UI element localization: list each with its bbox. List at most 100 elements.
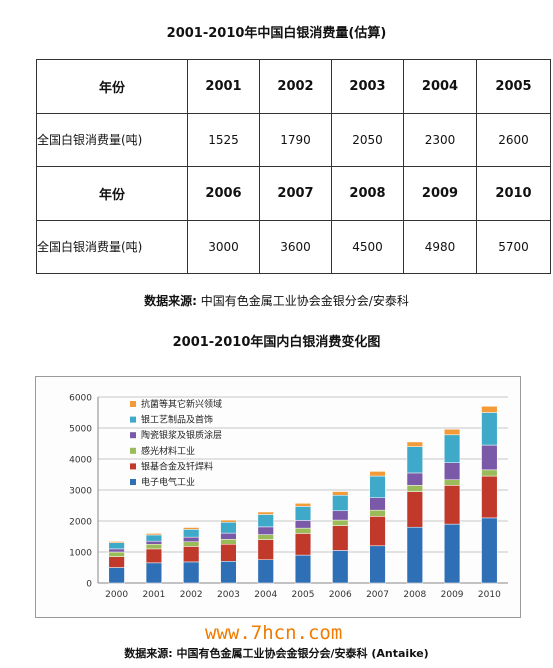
bar-segment	[183, 541, 200, 547]
value-cell: 4500	[331, 219, 404, 274]
stacked-bar-chart: 0 1000 2000 3000 4000 5000 6000 2000 2001 2002 200…	[35, 376, 521, 618]
bar-segment	[481, 517, 498, 584]
bar-segment	[220, 561, 237, 584]
watermark: www.7hcn.com	[205, 622, 343, 644]
bar-segment	[332, 491, 349, 496]
bar-segment	[294, 503, 312, 507]
year-cell: 2001	[187, 59, 260, 114]
bar-segment	[406, 526, 423, 584]
x-tick-label: 2005	[292, 590, 315, 600]
consumption-row-label: 全国白银消费量(吨)	[36, 112, 188, 167]
value-cell: 2600	[476, 112, 551, 167]
bar-segment	[332, 550, 349, 584]
bar-segment	[294, 520, 312, 529]
bar-segment	[108, 548, 125, 553]
year-cell: 2006	[187, 166, 260, 221]
year-header-label: 年份	[36, 166, 188, 221]
bar-segment	[369, 475, 386, 499]
legend-label: 电子电气工业	[141, 476, 195, 488]
bar-segment	[332, 510, 349, 521]
value-cell: 1790	[259, 112, 332, 167]
bar-segment	[406, 441, 423, 447]
source-text: 中国有色金属工业协会金银分会/安泰科	[200, 294, 409, 308]
bar-segment	[444, 462, 461, 481]
table-title: 2001-2010年中国白银消费量(估算)	[166, 26, 387, 41]
bar-segment	[145, 562, 162, 584]
legend-swatch	[130, 401, 136, 407]
bar-segment	[444, 434, 461, 463]
x-tick-label: 2001	[142, 590, 165, 600]
bar-segment	[257, 559, 274, 584]
bar-segment	[481, 444, 498, 471]
legend-label: 感光材料工业	[141, 445, 195, 457]
bar-segment	[444, 485, 461, 525]
bar-segment	[332, 525, 349, 551]
bar-segment	[332, 519, 349, 526]
legend-swatch	[130, 479, 136, 485]
legend-label: 陶瓷银浆及银质涂层	[141, 429, 222, 441]
y-tick-label: 4000	[69, 456, 92, 466]
bar-segment	[220, 544, 237, 562]
bar-segment	[481, 469, 498, 477]
x-tick-label: 2000	[105, 590, 128, 600]
legend-swatch	[130, 432, 136, 439]
year-cell: 2007	[259, 166, 332, 221]
value-cell: 1525	[187, 112, 260, 167]
legend-label: 银基合金及钎焊料	[141, 460, 213, 472]
bar-segment	[481, 412, 498, 446]
bar-segment	[145, 540, 162, 545]
bar-segment	[108, 551, 125, 557]
bar-segment	[257, 511, 274, 515]
bar-segment	[369, 509, 386, 517]
year-header-label: 年份	[36, 59, 188, 114]
source-note: 数据来源: 中国有色金属工业协会金银分会/安泰科	[0, 292, 553, 309]
bar-segment	[108, 556, 125, 568]
bar-segment	[108, 567, 125, 584]
legend-label: 银工艺制品及首饰	[141, 414, 213, 426]
bar-segment	[444, 428, 461, 436]
year-cell: 2009	[403, 166, 477, 221]
bar-segment	[183, 529, 200, 538]
chart-source-note: 数据来源: 中国有色金属工业协会金银分会/安泰科 (Antaike)	[124, 647, 429, 660]
bar-segment	[332, 495, 349, 512]
bar-segment	[294, 554, 312, 584]
bar-segment	[183, 561, 200, 584]
year-cell: 2004	[403, 59, 477, 114]
bar-segment	[108, 542, 125, 550]
bar-segment	[145, 548, 162, 564]
table-row: 全国白银消费量(吨) 3000 3600 4500 4980 5700	[36, 219, 551, 274]
bar-segment	[294, 506, 312, 521]
y-tick-label: 0	[86, 580, 92, 590]
bar-segment	[444, 479, 461, 486]
year-cell: 2010	[476, 166, 551, 221]
bar-segment	[145, 544, 162, 550]
chart-svg: 0 1000 2000 3000 4000 5000 6000 2000 2001 2002 200…	[69, 394, 508, 600]
y-tick-label: 2000	[69, 518, 92, 528]
value-cell: 3600	[259, 219, 332, 274]
legend-label: 抗菌等其它新兴领域	[141, 398, 222, 410]
table-row: 年份 2001 2002 2003 2004 2005	[36, 59, 551, 114]
year-cell: 2003	[331, 59, 404, 114]
bar-segment	[257, 534, 274, 540]
bar-segment	[406, 446, 423, 474]
bar-segment	[369, 471, 386, 477]
y-tick-label: 5000	[69, 425, 92, 435]
bar-segment	[481, 406, 498, 413]
bar-segment	[145, 533, 162, 536]
value-cell: 2050	[331, 112, 404, 167]
x-tick-label: 2002	[180, 590, 203, 600]
bar-segment	[406, 472, 423, 486]
bar-segment	[257, 514, 274, 528]
value-cell: 5700	[476, 219, 551, 274]
x-tick-label: 2010	[478, 590, 501, 600]
value-cell: 2300	[403, 112, 477, 167]
bar-segment	[145, 534, 162, 542]
consumption-row-label: 全国白银消费量(吨)	[36, 219, 188, 274]
bar-segment	[369, 497, 386, 511]
bar-segment	[406, 491, 423, 528]
bar-segment	[369, 545, 386, 584]
source-label: 数据来源:	[144, 294, 197, 308]
year-cell: 2005	[476, 59, 551, 114]
bar-segment	[220, 521, 237, 534]
y-tick-label: 6000	[69, 394, 92, 404]
